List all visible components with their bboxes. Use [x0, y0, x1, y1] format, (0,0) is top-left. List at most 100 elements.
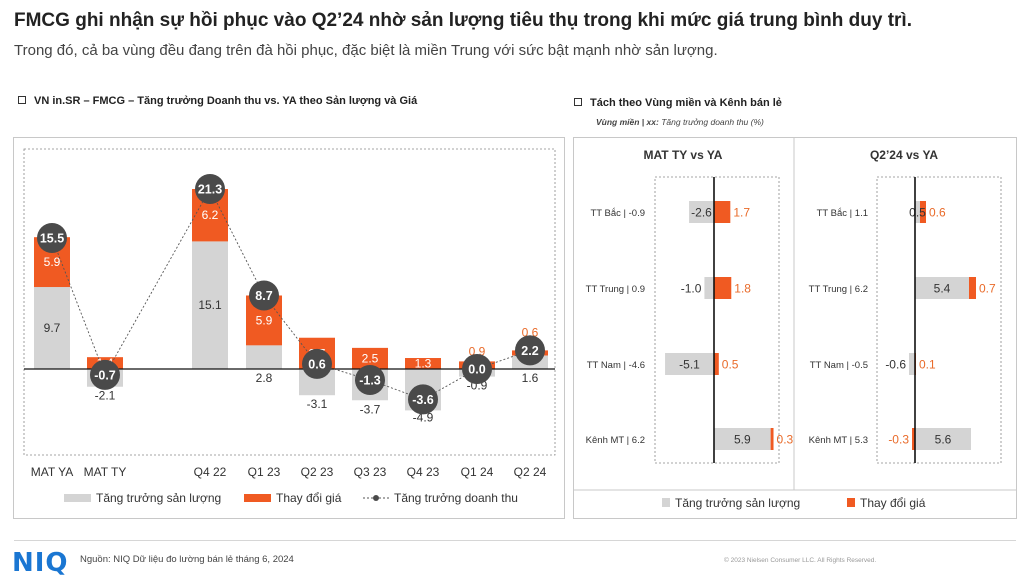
- region-volume-label: -1.0: [681, 282, 702, 296]
- price-value-label: 5.9: [256, 313, 273, 327]
- volume-bar: [192, 241, 228, 369]
- legend-price-swatch: [847, 498, 855, 507]
- region-plot-frame: [654, 176, 780, 464]
- page-subtitle: Trong đó, cả ba vùng đều đang trên đà hồ…: [14, 42, 718, 59]
- x-tick-label: Q3 23: [354, 465, 387, 479]
- region-volume-label: 5.9: [734, 433, 751, 447]
- legend-volume-swatch: [64, 494, 91, 502]
- revenue-growth-bubble: [408, 384, 438, 415]
- page-title: FMCG ghi nhận sự hồi phục vào Q2’24 nhờ …: [14, 10, 912, 31]
- revenue-growth-label: 15.5: [40, 232, 64, 246]
- price-bar: [405, 358, 441, 369]
- region-price-bar: [920, 201, 926, 223]
- region-volume-bar: [909, 353, 915, 375]
- left-chart-title-text: VN in.SR – FMCG – Tăng trưởng Doanh thu …: [34, 95, 418, 107]
- region-price-label: -0.3: [888, 433, 909, 447]
- region-volume-label: -5.1: [679, 358, 700, 372]
- region-volume-bar: [704, 277, 714, 299]
- volume-bar: [246, 345, 282, 369]
- legend-volume-label: Tăng trưởng sản lượng: [96, 491, 221, 505]
- revenue-growth-bubble: [249, 280, 279, 311]
- region-price-label: 0.6: [929, 206, 946, 220]
- region-price-bar: [912, 428, 915, 450]
- volume-value-label: 9.7: [44, 321, 61, 335]
- revenue-growth-bubble: [90, 359, 120, 390]
- region-price-bar: [714, 277, 732, 299]
- region-volume-bar: [915, 201, 920, 223]
- region-category-label: TT Nam | -0.5: [810, 360, 868, 371]
- region-category-label: TT Trung | 6.2: [809, 284, 868, 295]
- region-volume-bar: [714, 428, 771, 450]
- legend-volume-label: Tăng trưởng sản lượng: [675, 496, 800, 510]
- footer-divider: [14, 540, 1016, 541]
- price-value-label: 2.5: [362, 351, 379, 365]
- region-plot-frame: [876, 176, 1002, 464]
- revenue-growth-bubble: [302, 348, 332, 379]
- region-price-label: 0.1: [919, 358, 936, 372]
- legend-volume-swatch: [662, 498, 670, 507]
- price-value-label: 1.3: [415, 357, 432, 371]
- right-chart-panel: [573, 137, 1017, 519]
- revenue-growth-label: -0.7: [94, 368, 116, 382]
- right-chart-title: Tách theo Vùng miền và Kênh bán lẻ: [574, 97, 782, 109]
- price-bar: [352, 347, 388, 369]
- revenue-growth-label: 8.7: [255, 289, 272, 303]
- volume-value-label: -2.1: [95, 389, 116, 403]
- region-category-label: TT Bắc | -0.9: [590, 208, 645, 219]
- right-chart-note: Vùng miền | xx: Tăng trưởng doanh thu (%…: [596, 117, 764, 127]
- legend-price-swatch: [244, 494, 271, 502]
- volume-value-label: -3.1: [307, 397, 328, 411]
- note-text: Tăng trưởng doanh thu (%): [658, 117, 764, 127]
- x-tick-label: MAT YA: [31, 465, 73, 479]
- region-price-label: 1.7: [733, 206, 750, 220]
- volume-value-label: -3.7: [360, 402, 381, 416]
- right-chart-title-text: Tách theo Vùng miền và Kênh bán lẻ: [590, 97, 782, 109]
- region-chart-title: Q2’24 vs YA: [870, 148, 938, 162]
- left-chart-title: VN in.SR – FMCG – Tăng trưởng Doanh thu …: [18, 95, 417, 107]
- region-category-label: Kênh MT | 5.3: [809, 435, 868, 446]
- region-chart-title: MAT TY vs YA: [644, 148, 723, 162]
- x-tick-label: Q1 24: [461, 465, 494, 479]
- region-volume-label: 5.4: [934, 282, 951, 296]
- checkbox-icon: [574, 98, 582, 106]
- source-note: Nguồn: NIQ Dữ liệu đo lường bán lẻ tháng…: [80, 554, 294, 565]
- region-volume-label: -2.6: [691, 206, 712, 220]
- revenue-growth-bubble: [355, 364, 385, 395]
- region-category-label: TT Nam | -4.6: [587, 360, 645, 371]
- region-price-label: 0.5: [722, 358, 739, 372]
- plot-area-frame: [23, 148, 556, 456]
- region-volume-label: 5.6: [935, 433, 952, 447]
- legend-line-label: Tăng trưởng doanh thu: [394, 491, 518, 505]
- volume-value-label: 1.6: [522, 371, 539, 385]
- region-price-bar: [714, 353, 719, 375]
- revenue-growth-label: 2.2: [521, 344, 538, 358]
- x-tick-label: MAT TY: [84, 465, 127, 479]
- region-volume-bar: [915, 277, 969, 299]
- x-tick-label: Q4 23: [407, 465, 440, 479]
- revenue-growth-bubble: [195, 174, 225, 205]
- volume-value-label: 2.8: [256, 371, 273, 385]
- region-category-label: TT Bắc | 1.1: [817, 208, 868, 219]
- volume-value-label: 15.1: [198, 298, 222, 312]
- legend-price-label: Thay đổi giá: [860, 496, 926, 510]
- region-volume-bar: [689, 201, 714, 223]
- region-price-bar: [714, 201, 731, 223]
- volume-value-label: -4.9: [413, 410, 434, 424]
- price-value-label: 5.9: [44, 255, 61, 269]
- revenue-growth-line: [51, 188, 531, 400]
- revenue-growth-label: 0.6: [308, 357, 325, 371]
- region-volume-bar: [915, 428, 971, 450]
- revenue-growth-bubble: [462, 354, 492, 384]
- price-value-label: 0.6: [522, 325, 539, 339]
- revenue-growth-label: 0.0: [468, 363, 485, 377]
- region-volume-label: -0.6: [885, 358, 906, 372]
- legend-line-marker: [373, 495, 379, 501]
- region-price-label: 0.7: [979, 282, 996, 296]
- x-tick-label: Q1 23: [248, 465, 281, 479]
- region-price-label: 0.3: [777, 433, 794, 447]
- legend-price-label: Thay đổi giá: [276, 491, 342, 505]
- revenue-growth-bubble: [37, 223, 67, 254]
- revenue-growth-label: -3.6: [412, 393, 434, 407]
- revenue-growth-bubble: [515, 335, 545, 366]
